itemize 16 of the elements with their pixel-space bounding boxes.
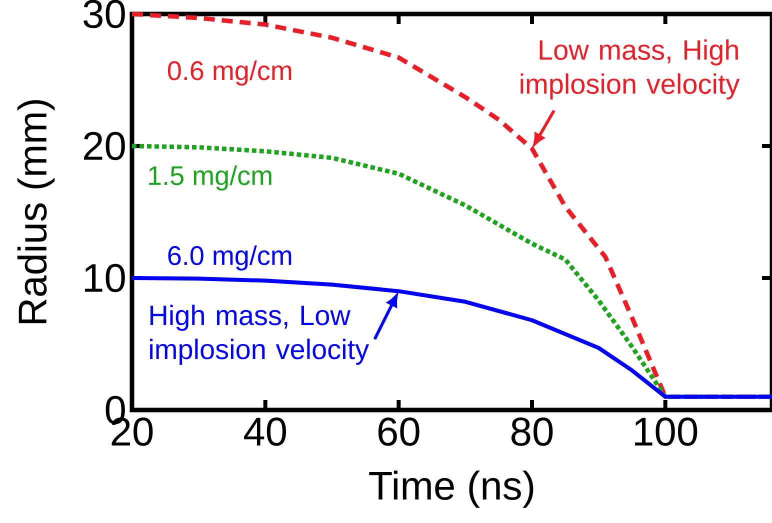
annotation: Low mass, High implosion velocity [520,39,740,100]
line-series [130,144,772,400]
x-tick-label: 60 [378,418,420,446]
y-tick-label: 10 [85,264,125,292]
series-label: 0.6 mg/cm [168,60,292,86]
y-tick-label: 30 [84,0,125,28]
series-label: 6.0 mg/cm [168,245,292,271]
x-axis-title: Time (ns) [369,470,534,508]
x-tick-label: 100 [635,418,698,446]
y-tick-label: 20 [84,132,125,160]
x-tick-label: 80 [511,418,553,446]
y-axis-title: Radius (mm) [17,100,55,324]
series-label: 1.5 mg/cm [149,165,272,191]
annotation: High mass, Low implosion velocity [150,304,370,365]
x-tick-label: 40 [244,418,286,446]
line-series [130,276,772,399]
